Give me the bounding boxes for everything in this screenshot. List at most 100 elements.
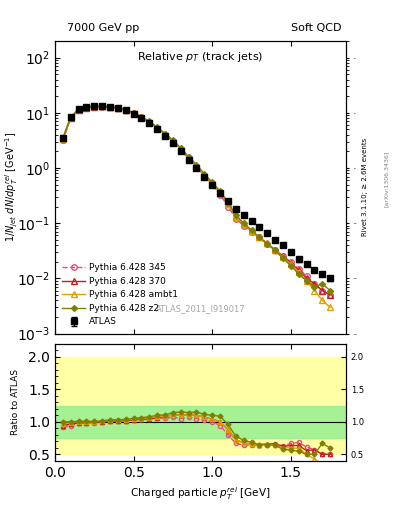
Pythia 6.428 370 <box>76 107 81 113</box>
Pythia 6.428 ambt1 <box>257 234 262 241</box>
Pythia 6.428 345 <box>233 216 238 222</box>
Pythia 6.428 370 <box>186 155 191 161</box>
Pythia 6.428 z2 <box>249 227 254 233</box>
Pythia 6.428 ambt1 <box>288 261 293 267</box>
Pythia 6.428 z2 <box>155 124 160 130</box>
Pythia 6.428 z2 <box>226 199 230 205</box>
Pythia 6.428 345 <box>68 115 73 121</box>
Pythia 6.428 345 <box>131 110 136 116</box>
Y-axis label: Ratio to ATLAS: Ratio to ATLAS <box>11 369 20 435</box>
Pythia 6.428 z2 <box>218 188 222 194</box>
Pythia 6.428 z2 <box>68 114 73 120</box>
Pythia 6.428 370 <box>265 240 270 246</box>
Line: Pythia 6.428 370: Pythia 6.428 370 <box>60 104 333 298</box>
Pythia 6.428 370 <box>108 104 112 110</box>
Legend: Pythia 6.428 345, Pythia 6.428 370, Pythia 6.428 ambt1, Pythia 6.428 z2, ATLAS: Pythia 6.428 345, Pythia 6.428 370, Pyth… <box>59 261 181 329</box>
Pythia 6.428 370 <box>273 247 277 253</box>
Pythia 6.428 345 <box>147 119 152 125</box>
Pythia 6.428 ambt1 <box>296 269 301 275</box>
Pythia 6.428 ambt1 <box>61 136 65 142</box>
Pythia 6.428 370 <box>202 172 207 178</box>
Pythia 6.428 370 <box>210 181 215 187</box>
Pythia 6.428 345 <box>265 241 270 247</box>
Pythia 6.428 370 <box>226 201 230 207</box>
Pythia 6.428 z2 <box>296 271 301 277</box>
Pythia 6.428 ambt1 <box>202 172 207 178</box>
Pythia 6.428 370 <box>123 107 128 113</box>
Pythia 6.428 z2 <box>84 104 89 110</box>
Pythia 6.428 345 <box>123 107 128 113</box>
X-axis label: Charged particle $p_{T}^{rel}$ [GeV]: Charged particle $p_{T}^{rel}$ [GeV] <box>130 485 271 502</box>
Pythia 6.428 345 <box>210 181 215 187</box>
Pythia 6.428 ambt1 <box>123 107 128 113</box>
Pythia 6.428 z2 <box>76 106 81 112</box>
Pythia 6.428 345 <box>163 132 167 138</box>
Pythia 6.428 345 <box>116 105 120 111</box>
Pythia 6.428 370 <box>155 125 160 131</box>
Pythia 6.428 370 <box>304 275 309 282</box>
Pythia 6.428 z2 <box>186 154 191 160</box>
Pythia 6.428 ambt1 <box>147 119 152 125</box>
Pythia 6.428 ambt1 <box>328 304 332 310</box>
Pythia 6.428 ambt1 <box>84 104 89 111</box>
Pythia 6.428 z2 <box>257 234 262 241</box>
Pythia 6.428 z2 <box>288 263 293 269</box>
Pythia 6.428 370 <box>163 131 167 137</box>
Pythia 6.428 z2 <box>147 118 152 124</box>
Pythia 6.428 345 <box>226 203 230 209</box>
Text: [arXiv:1306.3436]: [arXiv:1306.3436] <box>384 151 389 207</box>
Pythia 6.428 370 <box>194 163 199 169</box>
Pythia 6.428 z2 <box>312 284 317 290</box>
Pythia 6.428 ambt1 <box>273 247 277 253</box>
Pythia 6.428 370 <box>84 105 89 111</box>
Pythia 6.428 370 <box>288 260 293 266</box>
Text: Soft QCD: Soft QCD <box>292 23 342 33</box>
Pythia 6.428 ambt1 <box>233 214 238 220</box>
Pythia 6.428 345 <box>218 191 222 198</box>
Pythia 6.428 ambt1 <box>76 106 81 113</box>
Pythia 6.428 345 <box>241 223 246 229</box>
Pythia 6.428 370 <box>320 288 325 294</box>
Pythia 6.428 345 <box>84 105 89 111</box>
Pythia 6.428 345 <box>249 229 254 235</box>
Pythia 6.428 370 <box>241 221 246 227</box>
Pythia 6.428 345 <box>155 125 160 131</box>
Pythia 6.428 ambt1 <box>163 131 167 137</box>
Pythia 6.428 ambt1 <box>92 103 97 110</box>
Pythia 6.428 ambt1 <box>116 105 120 111</box>
Pythia 6.428 z2 <box>139 114 144 120</box>
Pythia 6.428 370 <box>296 267 301 273</box>
Pythia 6.428 370 <box>116 105 120 111</box>
Pythia 6.428 z2 <box>178 145 183 151</box>
Pythia 6.428 z2 <box>202 171 207 177</box>
Pythia 6.428 370 <box>131 110 136 116</box>
Pythia 6.428 370 <box>147 119 152 125</box>
Pythia 6.428 345 <box>328 292 332 298</box>
Pythia 6.428 ambt1 <box>226 201 230 207</box>
Pythia 6.428 z2 <box>328 288 332 294</box>
Pythia 6.428 ambt1 <box>320 297 325 304</box>
Pythia 6.428 370 <box>68 115 73 121</box>
Pythia 6.428 345 <box>312 281 317 287</box>
Pythia 6.428 345 <box>61 137 65 143</box>
Pythia 6.428 345 <box>257 234 262 241</box>
Pythia 6.428 ambt1 <box>194 163 199 169</box>
Pythia 6.428 ambt1 <box>218 190 222 196</box>
Pythia 6.428 z2 <box>304 278 309 284</box>
Pythia 6.428 370 <box>100 103 105 110</box>
Pythia 6.428 ambt1 <box>312 288 317 294</box>
Pythia 6.428 z2 <box>241 220 246 226</box>
Pythia 6.428 345 <box>194 164 199 170</box>
Pythia 6.428 370 <box>312 281 317 287</box>
Pythia 6.428 ambt1 <box>155 124 160 131</box>
Bar <box>55 406 346 438</box>
Text: Relative $p_T$ (track jets): Relative $p_T$ (track jets) <box>137 50 264 63</box>
Pythia 6.428 ambt1 <box>249 228 254 234</box>
Pythia 6.428 345 <box>281 253 285 260</box>
Pythia 6.428 ambt1 <box>281 254 285 261</box>
Pythia 6.428 ambt1 <box>139 114 144 120</box>
Text: ATLAS_2011_I919017: ATLAS_2011_I919017 <box>156 304 245 313</box>
Pythia 6.428 ambt1 <box>131 110 136 116</box>
Pythia 6.428 345 <box>108 104 112 110</box>
Bar <box>55 357 346 454</box>
